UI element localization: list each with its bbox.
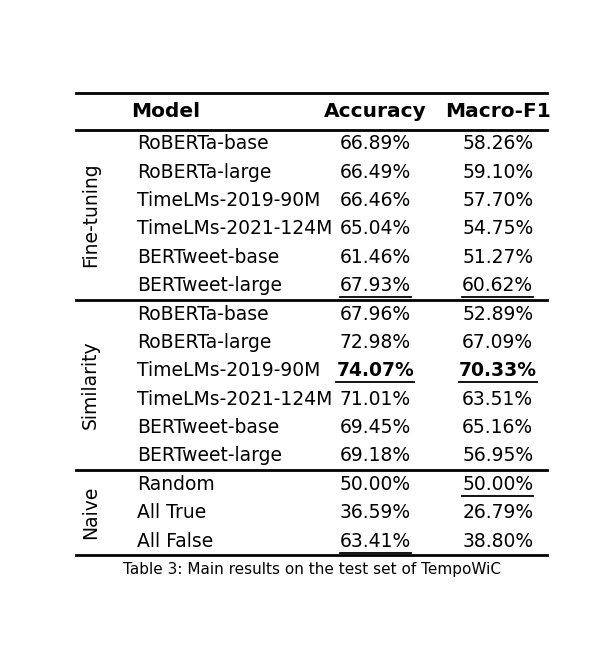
Text: 56.95%: 56.95% <box>462 446 533 465</box>
Text: Naive: Naive <box>81 486 100 540</box>
Text: Table 3: Main results on the test set of TempoWiC: Table 3: Main results on the test set of… <box>123 562 500 577</box>
Text: 66.46%: 66.46% <box>340 191 411 210</box>
Text: BERTweet-base: BERTweet-base <box>137 418 280 437</box>
Text: 58.26%: 58.26% <box>462 134 533 153</box>
Text: BERTweet-large: BERTweet-large <box>137 446 282 465</box>
Text: RoBERTa-large: RoBERTa-large <box>137 163 272 182</box>
Text: RoBERTa-large: RoBERTa-large <box>137 333 272 352</box>
Text: 70.33%: 70.33% <box>458 361 537 380</box>
Text: All False: All False <box>137 532 213 551</box>
Text: RoBERTa-base: RoBERTa-base <box>137 134 269 153</box>
Text: 65.16%: 65.16% <box>462 418 533 437</box>
Text: 57.70%: 57.70% <box>462 191 533 210</box>
Text: 52.89%: 52.89% <box>462 305 533 324</box>
Text: 65.04%: 65.04% <box>340 219 411 238</box>
Text: 69.45%: 69.45% <box>340 418 411 437</box>
Text: 66.89%: 66.89% <box>340 134 411 153</box>
Text: 36.59%: 36.59% <box>340 503 411 522</box>
Text: Similarity: Similarity <box>81 341 100 429</box>
Text: 69.18%: 69.18% <box>340 446 411 465</box>
Text: 63.41%: 63.41% <box>340 532 411 551</box>
Text: 60.62%: 60.62% <box>462 276 533 295</box>
Text: TimeLMs-2021-124M: TimeLMs-2021-124M <box>137 219 333 238</box>
Text: 59.10%: 59.10% <box>462 163 533 182</box>
Text: 38.80%: 38.80% <box>462 532 533 551</box>
Text: TimeLMs-2019-90M: TimeLMs-2019-90M <box>137 361 320 380</box>
Text: 63.51%: 63.51% <box>462 390 533 409</box>
Text: Fine-tuning: Fine-tuning <box>81 163 100 267</box>
Text: 26.79%: 26.79% <box>462 503 533 522</box>
Text: 74.07%: 74.07% <box>336 361 414 380</box>
Text: 67.09%: 67.09% <box>462 333 533 352</box>
Text: 51.27%: 51.27% <box>462 248 533 266</box>
Text: BERTweet-base: BERTweet-base <box>137 248 280 266</box>
Text: TimeLMs-2019-90M: TimeLMs-2019-90M <box>137 191 320 210</box>
Text: 54.75%: 54.75% <box>462 219 533 238</box>
Text: TimeLMs-2021-124M: TimeLMs-2021-124M <box>137 390 333 409</box>
Text: Accuracy: Accuracy <box>324 102 427 121</box>
Text: Macro-F1: Macro-F1 <box>445 102 551 121</box>
Text: RoBERTa-base: RoBERTa-base <box>137 305 269 324</box>
Text: 67.93%: 67.93% <box>340 276 411 295</box>
Text: Random: Random <box>137 475 215 494</box>
Text: 66.49%: 66.49% <box>340 163 411 182</box>
Text: 71.01%: 71.01% <box>340 390 411 409</box>
Text: 50.00%: 50.00% <box>462 475 533 494</box>
Text: 67.96%: 67.96% <box>340 305 411 324</box>
Text: 61.46%: 61.46% <box>340 248 411 266</box>
Text: Model: Model <box>131 102 200 121</box>
Text: BERTweet-large: BERTweet-large <box>137 276 282 295</box>
Text: 50.00%: 50.00% <box>340 475 411 494</box>
Text: All True: All True <box>137 503 207 522</box>
Text: 72.98%: 72.98% <box>340 333 411 352</box>
